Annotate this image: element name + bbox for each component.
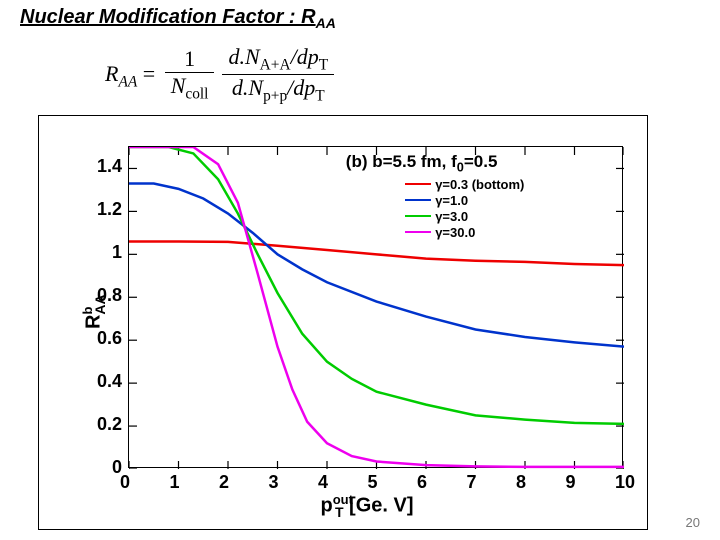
legend-swatch bbox=[405, 199, 431, 202]
series-line bbox=[129, 183, 624, 346]
y-axis-title: RbAA bbox=[80, 294, 108, 329]
legend-entry: γ=3.0 bbox=[405, 208, 524, 224]
page-title: Nuclear Modification Factor : RAA bbox=[20, 6, 336, 31]
ytick-label: 1 bbox=[112, 242, 122, 263]
xtick-label: 6 bbox=[417, 472, 427, 493]
ytick-label: 0 bbox=[112, 457, 122, 478]
raa-formula: RAA = 1Ncolld.NA+A/dpTd.Np+p/dpT bbox=[105, 44, 445, 108]
slide-root: Nuclear Modification Factor : RAA RAA = … bbox=[0, 0, 720, 540]
title-text: Nuclear Modification Factor : R bbox=[20, 6, 316, 28]
plot-area bbox=[128, 146, 623, 468]
ytick-label: 0.2 bbox=[97, 414, 122, 435]
legend-label: γ=1.0 bbox=[435, 193, 468, 208]
legend-swatch bbox=[405, 215, 431, 218]
legend: γ=0.3 (bottom)γ=1.0γ=3.0γ=30.0 bbox=[405, 176, 524, 240]
xtick-label: 10 bbox=[615, 472, 635, 493]
x-axis-title: poutT [Ge. V] bbox=[321, 492, 414, 520]
legend-entry: γ=30.0 bbox=[405, 224, 524, 240]
xtick-label: 3 bbox=[269, 472, 279, 493]
xtick-label: 4 bbox=[318, 472, 328, 493]
xtick-label: 1 bbox=[170, 472, 180, 493]
legend-entry: γ=1.0 bbox=[405, 192, 524, 208]
xtick-label: 8 bbox=[516, 472, 526, 493]
legend-label: γ=0.3 (bottom) bbox=[435, 177, 524, 192]
ytick-label: 1.4 bbox=[97, 156, 122, 177]
series-line bbox=[129, 147, 624, 467]
legend-label: γ=30.0 bbox=[435, 225, 475, 240]
formula-lhs: RAA bbox=[105, 61, 137, 86]
legend-swatch bbox=[405, 231, 431, 234]
ytick-label: 0.6 bbox=[97, 328, 122, 349]
formula-eq: = bbox=[137, 61, 160, 86]
xtick-label: 9 bbox=[566, 472, 576, 493]
series-lines bbox=[129, 147, 624, 469]
ytick-label: 1.2 bbox=[97, 199, 122, 220]
title-sub: AA bbox=[316, 15, 336, 31]
xtick-label: 7 bbox=[467, 472, 477, 493]
formula-frac-ncoll: 1Ncoll bbox=[165, 46, 215, 105]
xtick-label: 2 bbox=[219, 472, 229, 493]
legend-label: γ=3.0 bbox=[435, 209, 468, 224]
formula-frac-dn: d.NA+A/dpTd.Np+p/dpT bbox=[222, 44, 334, 108]
legend-swatch bbox=[405, 183, 431, 186]
ytick-label: 0.4 bbox=[97, 371, 122, 392]
legend-entry: γ=0.3 (bottom) bbox=[405, 176, 524, 192]
series-line bbox=[129, 241, 624, 265]
series-line bbox=[129, 147, 624, 424]
xtick-label: 5 bbox=[368, 472, 378, 493]
panel-label: (b) b=5.5 fm, f0=0.5 bbox=[346, 152, 498, 174]
page-number: 20 bbox=[686, 515, 700, 530]
